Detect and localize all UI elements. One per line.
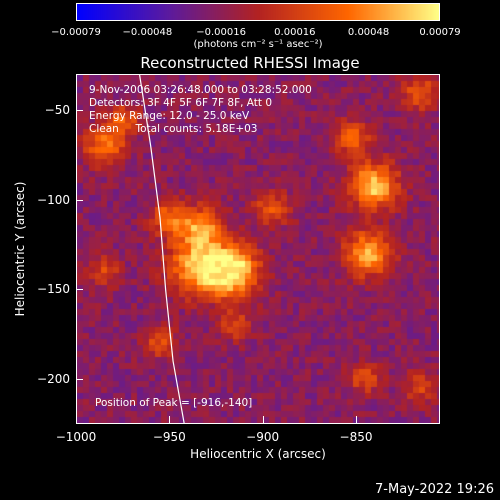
colorbar-tick-label: 0.00016 (274, 27, 316, 38)
heatmap-image (77, 75, 439, 423)
x-axis-label: Heliocentric X (arcsec) (190, 447, 326, 461)
y-tick-mark (76, 109, 83, 111)
x-tick-mark (356, 416, 357, 423)
footer-timestamp: 7-May-2022 19:26 (375, 482, 494, 497)
colorbar-tick-label: −0.00079 (51, 27, 101, 38)
x-tick-label: −900 (246, 430, 280, 444)
info-energy-range: Energy Range: 12.0 - 25.0 keV (89, 110, 250, 122)
info-detectors: Detectors: 3F 4F 5F 6F 7F 8F, Att 0 (89, 97, 273, 109)
x-tick-mark (169, 416, 171, 423)
info-time-range: 9-Nov-2006 03:26:48.000 to 03:28:52.000 (89, 84, 312, 96)
y-tick-mark (76, 199, 83, 201)
plot-area: 9-Nov-2006 03:26:48.000 to 03:28:52.000 … (76, 74, 440, 424)
colorbar-unit-label: (photons cm⁻² s⁻¹ asec⁻²) (193, 39, 323, 50)
colorbar-tick-label: 0.00048 (347, 27, 390, 38)
y-tick-mark (76, 289, 83, 291)
x-tick-label: −1000 (55, 430, 97, 444)
x-tick-label: −950 (152, 430, 186, 444)
y-tick-label: −200 (37, 372, 70, 387)
solar-limb-overlay (139, 75, 185, 423)
x-tick-label: −850 (339, 430, 373, 444)
x-tick-mark (76, 416, 77, 423)
colorbar-tick-label: −0.00016 (196, 27, 246, 38)
colorbar-tick-label: 0.00079 (419, 27, 461, 38)
y-tick-label: −100 (37, 192, 70, 207)
y-tick-label: −150 (37, 282, 70, 297)
chart-title: Reconstructed RHESSI Image (140, 54, 360, 72)
info-peak-position: Position of Peak = [-916,-140] (95, 397, 253, 409)
y-axis-label: Heliocentric Y (arcsec) (13, 181, 27, 317)
x-tick-mark (262, 416, 264, 423)
colorbar (76, 3, 440, 21)
colorbar-tick-label: −0.00048 (122, 27, 173, 38)
y-tick-label: −50 (44, 102, 70, 117)
y-tick-mark (76, 379, 83, 381)
info-method-counts: Clean Total counts: 5.18E+03 (89, 123, 258, 135)
solar-limb-line (139, 75, 185, 423)
